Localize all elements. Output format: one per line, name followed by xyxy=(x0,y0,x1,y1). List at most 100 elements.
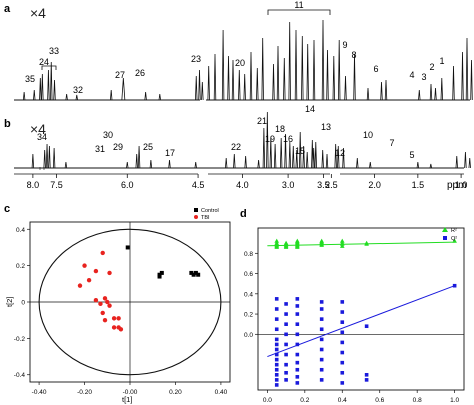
point-q2 xyxy=(284,362,288,367)
confidence-ellipse xyxy=(38,228,222,376)
point-r2 xyxy=(364,241,369,246)
point-q2 xyxy=(319,337,324,342)
regression-line-q2 xyxy=(267,285,455,358)
spectrum-peak xyxy=(231,59,235,101)
spectrum-peak xyxy=(384,79,388,101)
y-tick-label-d: 0.8 xyxy=(244,251,253,258)
panel-a-bracket-11 xyxy=(267,9,331,15)
x-tick-label-b: 6.0 xyxy=(121,180,134,190)
point-q2 xyxy=(340,310,345,314)
spectrum-peak xyxy=(314,141,317,169)
point-q2 xyxy=(295,367,300,372)
point-tbi xyxy=(102,296,108,301)
point-q2 xyxy=(274,378,279,382)
point-r2 xyxy=(274,244,280,249)
peak-label-b-18: 18 xyxy=(275,124,285,134)
point-q2 xyxy=(274,297,279,301)
x-tick-label-b: 3.0 xyxy=(282,180,295,190)
spectrum-peak xyxy=(249,51,253,101)
point-q2 xyxy=(295,322,300,326)
peak-label-a-26: 26 xyxy=(135,68,145,78)
x-tick-label-b: 2.5 xyxy=(325,180,338,190)
y-tick-label-c: 0.4 xyxy=(16,227,25,234)
point-q2 xyxy=(340,360,345,365)
point-q2 xyxy=(284,370,288,375)
point-q2 xyxy=(295,375,300,379)
peak-label-a-33: 33 xyxy=(49,46,59,56)
spectrum-peak xyxy=(461,51,464,101)
peak-label-b-13: 13 xyxy=(321,122,331,132)
spectrum-peak xyxy=(276,45,280,101)
point-tbi xyxy=(93,268,99,274)
peak-label-a-1: 1 xyxy=(439,56,444,66)
peak-label-a-6: 6 xyxy=(373,64,378,74)
spectrum-peak xyxy=(47,69,50,101)
point-q2 xyxy=(284,342,288,347)
spectrum-peak xyxy=(233,153,236,169)
spectrum-peak xyxy=(257,159,260,169)
point-q2 xyxy=(295,332,300,337)
peak-label-b-5: 5 xyxy=(409,150,414,160)
point-control xyxy=(159,270,164,275)
point-q2 xyxy=(364,324,369,329)
point-q2 xyxy=(295,312,300,316)
point-q2 xyxy=(274,307,279,311)
spectrum-peak xyxy=(418,89,421,101)
spectrum-peak xyxy=(158,93,161,101)
point-tbi xyxy=(100,310,105,316)
point-q2 xyxy=(295,360,300,365)
y-tick-label-c: 0 xyxy=(21,300,25,307)
x-tick-label-c: 0.20 xyxy=(169,389,182,396)
spectrum-peak xyxy=(416,161,420,169)
panel-d-plot: 0.0 0.2 0.4 0.6 0.8 1.0 0.0 0.2 0.4 0.6 0.8 xyxy=(244,238,464,404)
spectrum-peak xyxy=(342,147,345,169)
spectrum-peak xyxy=(344,75,347,101)
point-tbi xyxy=(82,263,87,268)
spectrum-peak xyxy=(353,53,356,101)
point-q2 xyxy=(295,297,300,301)
spectrum-peak xyxy=(332,55,335,101)
x-tick-label-b: 4.5 xyxy=(192,180,205,190)
point-q2 xyxy=(274,317,279,321)
peak-label-b-30: 30 xyxy=(103,130,113,140)
spectrum-peak xyxy=(284,133,287,169)
panel-a-bracket-33-24 xyxy=(41,65,57,70)
x-tick-label-d: 0.8 xyxy=(413,397,422,404)
y-tick-label-c: 0.2 xyxy=(16,263,25,270)
spectrum-peak xyxy=(213,53,217,101)
spectrum-peak xyxy=(452,65,455,101)
panel-d: d 0.0 0.2 0.4 0.6 0.8 1.0 0.0 0.2 0.4 0.6 0.8 R² Q… xyxy=(240,208,465,404)
spectrum-peak xyxy=(50,61,53,101)
legend-control-marker xyxy=(194,208,198,212)
panel-a-magnification: ×4 xyxy=(30,5,46,21)
peak-label-b-17: 17 xyxy=(165,148,175,158)
peak-label-b-16: 16 xyxy=(283,134,293,144)
spectrum-peak xyxy=(326,49,329,101)
x-tick-label-d: 0.6 xyxy=(375,397,384,404)
point-q2 xyxy=(284,332,288,337)
spectrum-peak xyxy=(295,149,298,169)
x-tick-label-b: 8.0 xyxy=(27,180,40,190)
point-q2 xyxy=(274,327,279,332)
peak-label-a-2: 2 xyxy=(429,62,434,72)
legend-r2-marker xyxy=(442,227,448,232)
point-tbi xyxy=(111,316,117,321)
spectrum-peak xyxy=(207,65,210,101)
point-q2 xyxy=(274,362,279,367)
panel-b-x-axis: 8.0 7.5 6.0 4.5 4.0 3.5 3.0 2.5 2.0 1.5 1.0 ppm xyxy=(14,173,467,191)
point-control xyxy=(193,270,198,275)
x-tick-label-c: -0.40 xyxy=(32,389,47,396)
spectrum-peak xyxy=(301,35,304,101)
panel-b-bracket-34 xyxy=(39,167,45,170)
spectrum-peak xyxy=(429,83,433,101)
spectrum-peak xyxy=(22,91,26,101)
spectrum-peak xyxy=(244,155,247,169)
spectrum-peak xyxy=(149,159,153,169)
peak-label-a-8: 8 xyxy=(351,50,356,60)
spectrum-peak xyxy=(321,149,324,169)
spectrum-peak xyxy=(311,139,314,169)
spectrum-peak xyxy=(227,55,230,101)
point-q2 xyxy=(340,330,345,335)
legend-r2-label: R² xyxy=(451,228,457,234)
